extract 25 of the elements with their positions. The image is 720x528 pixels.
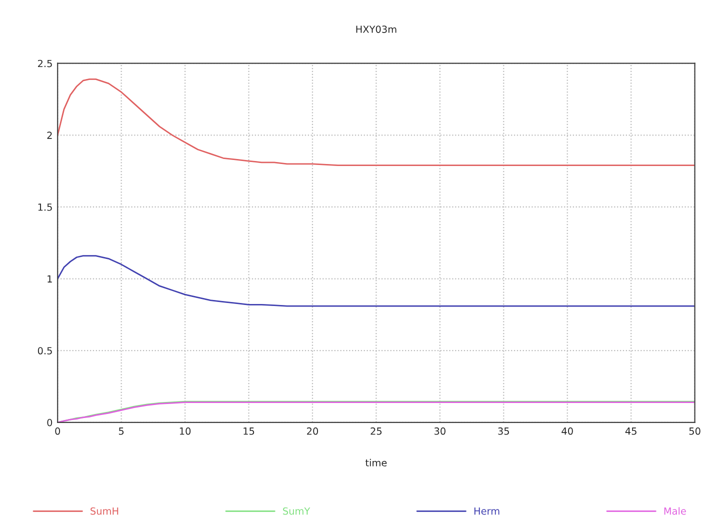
text: SumH [90,507,118,515]
y-tick-label: 0 [47,418,52,426]
y-tick-label: 2.5 [38,60,52,68]
line-series [58,255,695,307]
x-tick-label: 25 [370,427,382,435]
y-tick-label: 2 [47,132,52,139]
x-tick-label: 45 [625,428,636,435]
x-tick-label: 50 [689,427,700,435]
y-tick-label: 0.5 [38,347,52,354]
y-tick-label: 1 [48,275,52,282]
text: Herm [474,508,500,515]
y-tick-label: 1.5 [38,204,52,211]
text: SumY [283,507,310,515]
x-tick-label: 10 [180,427,191,435]
x-tick-label: 5 [118,428,124,435]
x-tick-label: 40 [562,427,573,435]
x-axis-title: time [365,458,387,466]
x-tick-label: 35 [498,427,509,435]
x-tick-label: 30 [434,427,446,435]
x-tick-label: 0 [55,427,60,435]
x-tick-label: 15 [244,428,254,435]
x-tick-label: 20 [307,427,318,435]
text: Male [664,507,686,515]
chart-title: HXY03m [356,26,396,33]
line-series [58,78,695,166]
